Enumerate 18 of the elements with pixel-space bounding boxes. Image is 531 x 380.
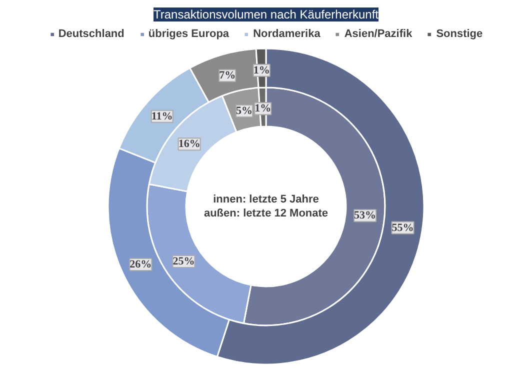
chart-title: Transaktionsvolumen nach Käuferherkunft [153, 8, 380, 22]
data-label: 7% [219, 70, 236, 82]
data-label: 11% [151, 110, 173, 122]
data-label: 16% [178, 138, 200, 150]
legend-label: Nordamerika [253, 28, 320, 40]
data-label: 1% [254, 102, 272, 115]
data-label: 1% [253, 64, 270, 76]
text: außen: letzte 12 Monate [204, 207, 328, 220]
legend-label: Deutschland [58, 28, 124, 40]
data-label: 53% [354, 210, 376, 222]
legend-label: übriges Europa [148, 28, 230, 40]
legend-label: Sonstige [436, 28, 483, 40]
data-label: 5% [236, 104, 253, 117]
data-label: 26% [130, 258, 152, 270]
data-label: 55% [392, 222, 414, 234]
text: innen: letzte 5 Jahre [213, 194, 319, 206]
data-label: 25% [172, 255, 195, 268]
legend-label: Asien/Pazifik [344, 28, 412, 40]
